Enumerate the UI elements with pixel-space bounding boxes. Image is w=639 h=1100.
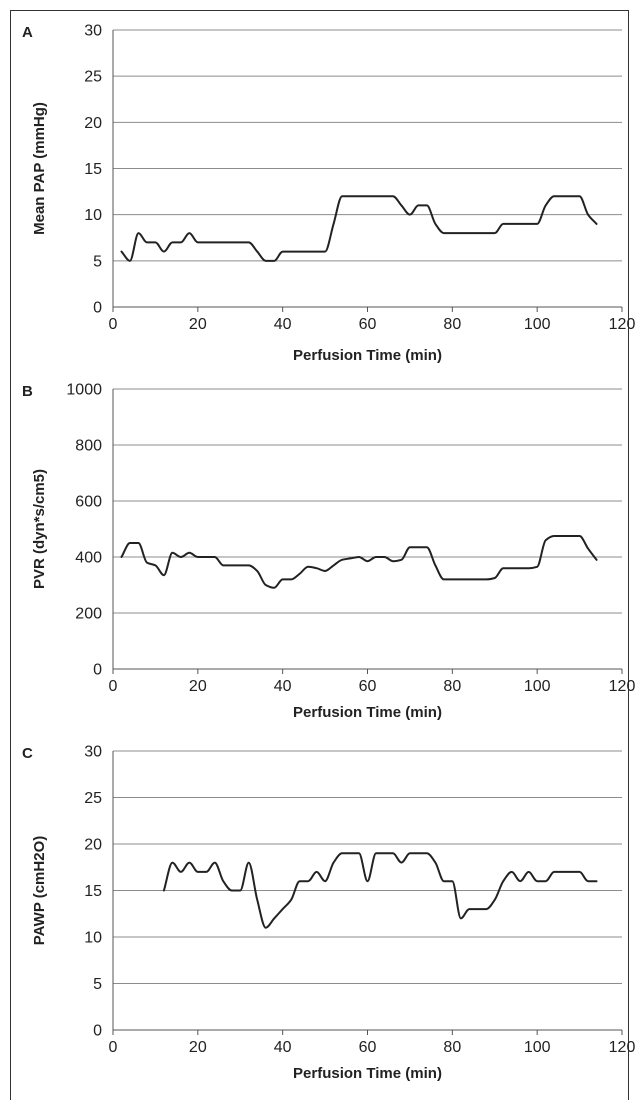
y-tick-label: 5 xyxy=(93,253,102,270)
y-tick-label: 200 xyxy=(75,606,102,623)
y-tick-label: 25 xyxy=(84,69,102,86)
x-tick-label: 0 xyxy=(109,316,118,333)
x-axis-title: Perfusion Time (min) xyxy=(293,347,442,364)
x-tick-label: 120 xyxy=(609,316,636,333)
y-axis-title: PVR (dyn*s/cm5) xyxy=(31,469,48,589)
y-tick-label: 600 xyxy=(75,494,102,511)
x-tick-label: 20 xyxy=(189,316,207,333)
series-line xyxy=(120,535,598,589)
x-axis-title: Perfusion Time (min) xyxy=(293,704,442,721)
y-tick-label: 400 xyxy=(75,550,102,567)
series-line xyxy=(120,195,598,262)
x-tick-label: 40 xyxy=(274,678,292,695)
x-tick-label: 60 xyxy=(359,678,377,695)
y-tick-label: 800 xyxy=(75,438,102,455)
x-tick-label: 40 xyxy=(274,1039,292,1056)
x-tick-label: 120 xyxy=(609,1039,636,1056)
x-tick-label: 20 xyxy=(189,1039,207,1056)
x-tick-label: 20 xyxy=(189,678,207,695)
y-tick-label: 15 xyxy=(84,161,102,178)
y-tick-label: 10 xyxy=(84,207,102,224)
y-tick-label: 30 xyxy=(84,23,102,40)
x-tick-label: 60 xyxy=(359,1039,377,1056)
y-tick-label: 15 xyxy=(84,883,102,900)
x-axis-title: Perfusion Time (min) xyxy=(293,1065,442,1082)
x-tick-label: 0 xyxy=(109,1039,118,1056)
x-tick-label: 80 xyxy=(443,1039,461,1056)
series-line xyxy=(162,852,598,929)
x-tick-label: 40 xyxy=(274,316,292,333)
chart-panel-a: A 0 5 10 15 20 25 30 0 20 40 60 80 100 120 Perfusion Ti… xyxy=(22,23,635,365)
y-tick-label: 0 xyxy=(93,300,102,317)
y-tick-label: 25 xyxy=(84,790,102,807)
y-tick-label: 1000 xyxy=(66,382,102,399)
x-tick-label: 80 xyxy=(443,678,461,695)
x-tick-label: 100 xyxy=(524,316,551,333)
y-tick-label: 30 xyxy=(84,744,102,761)
x-tick-label: 80 xyxy=(443,316,461,333)
y-tick-label: 0 xyxy=(93,1023,102,1040)
chart-panel-c: C 0 5 10 15 20 25 30 0 20 40 60 80 100 120 Perfusion Ti… xyxy=(22,744,635,1083)
x-tick-label: 100 xyxy=(524,1039,551,1056)
x-tick-label: 100 xyxy=(524,678,551,695)
panel-letter: C xyxy=(22,745,33,762)
y-tick-label: 10 xyxy=(84,930,102,947)
y-tick-label: 20 xyxy=(84,837,102,854)
x-tick-label: 0 xyxy=(109,678,118,695)
y-tick-label: 5 xyxy=(93,976,102,993)
panel-letter: B xyxy=(22,383,33,400)
y-axis-title: Mean PAP (mmHg) xyxy=(31,102,48,235)
y-tick-label: 0 xyxy=(93,662,102,679)
y-tick-label: 20 xyxy=(84,115,102,132)
y-axis-title: PAWP (cmH2O) xyxy=(31,836,48,945)
x-tick-label: 60 xyxy=(359,316,377,333)
chart-panel-b: B 0 200 400 600 800 1000 0 20 40 60 80 100 120 Perfusi… xyxy=(22,382,635,722)
x-tick-label: 120 xyxy=(609,678,636,695)
panel-letter: A xyxy=(22,24,33,41)
